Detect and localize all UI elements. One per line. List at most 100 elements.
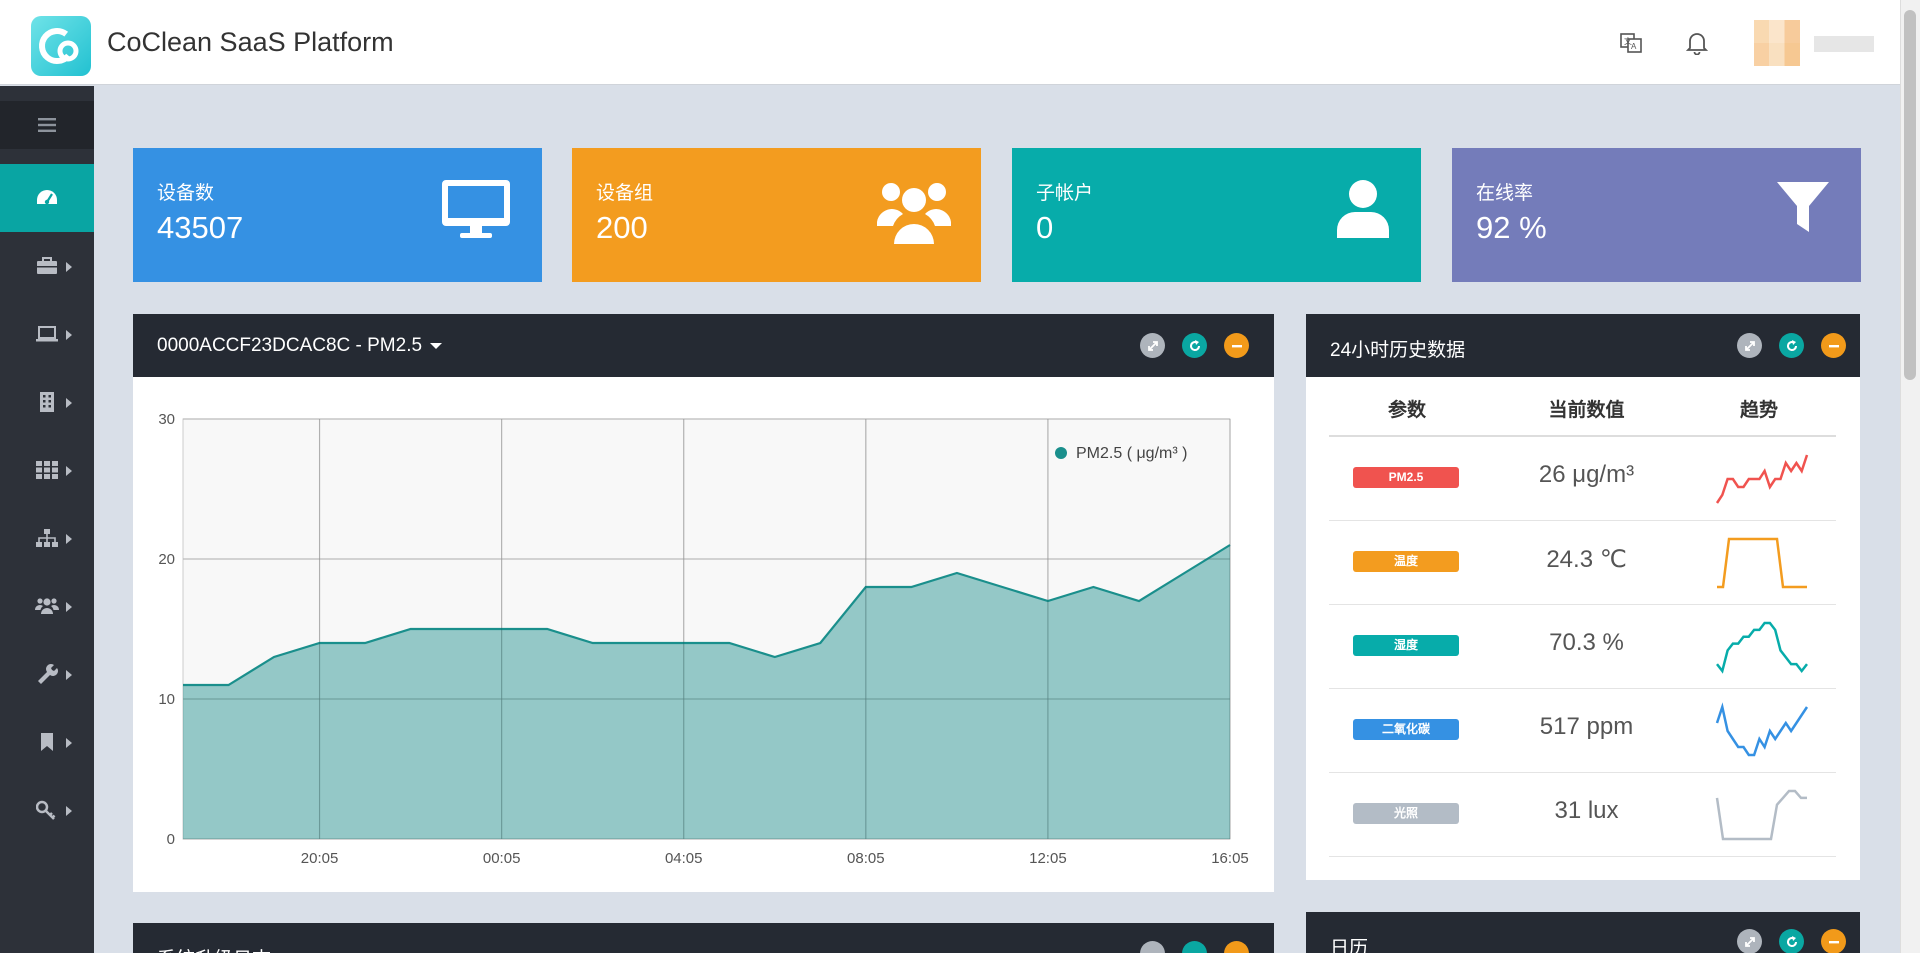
grid-icon (36, 461, 58, 479)
trend-sparkline (1715, 454, 1809, 504)
refresh-button[interactable] (1779, 333, 1804, 358)
table-row: 温度 24.3 ℃ (1329, 521, 1836, 605)
collapse-button[interactable] (1821, 929, 1846, 953)
building-icon (40, 392, 54, 412)
refresh-icon (1786, 935, 1797, 947)
username[interactable] (1814, 36, 1874, 52)
calendar-panel: 日历 (1306, 912, 1860, 953)
expand-icon (1147, 340, 1158, 351)
svg-text:A: A (1631, 42, 1637, 51)
stat-card-device-groups[interactable]: 设备组 200 (572, 148, 981, 282)
param-value: 517 ppm (1539, 713, 1634, 740)
expand-button[interactable] (1737, 929, 1762, 953)
refresh-button[interactable] (1182, 941, 1207, 953)
users-icon (876, 178, 952, 251)
sidebar-item-dashboard[interactable] (0, 164, 94, 232)
wrench-icon (38, 664, 58, 684)
upgrade-log-title: 系统升级日志 (157, 944, 271, 953)
filter-icon (1775, 178, 1831, 241)
table-row: 二氧化碳 517 ppm (1329, 689, 1836, 773)
expand-arrow-icon (66, 398, 72, 408)
sidebar-item-devices[interactable] (0, 300, 94, 368)
expand-button[interactable] (1737, 333, 1762, 358)
pm25-series-line (183, 544, 1231, 687)
svg-text:文: 文 (1624, 36, 1632, 46)
table-row: 光照 31 lux (1329, 773, 1836, 857)
param-badge: 温度 (1353, 551, 1459, 572)
param-value: 31 lux (1554, 797, 1619, 824)
stat-value: 92 % (1476, 210, 1547, 245)
stat-value: 200 (596, 210, 648, 245)
stat-card-devices[interactable]: 设备数 43507 (133, 148, 542, 282)
expand-arrow-icon (66, 262, 72, 272)
chart-panel-title: 0000ACCF23DCAC8C - PM2.5 (157, 335, 423, 356)
expand-arrow-icon (66, 330, 72, 340)
stat-card-online-rate[interactable]: 在线率 92 % (1452, 148, 1861, 282)
device-selector[interactable]: 0000ACCF23DCAC8C - PM2.5 (157, 335, 443, 357)
refresh-button[interactable] (1182, 333, 1207, 358)
stat-label: 设备数 (157, 183, 215, 204)
refresh-icon (1786, 339, 1797, 351)
chart-panel: 0000ACCF23DCAC8C - PM2.5 0 10 20 30 20:05 00:… (133, 314, 1274, 892)
scrollbar-thumb[interactable] (1904, 10, 1916, 380)
stat-label: 设备组 (596, 183, 654, 204)
table-row: PM2.5 26 μg/m³ (1329, 437, 1836, 521)
sitemap-icon (36, 529, 58, 547)
translate-icon[interactable]: 文 A (1618, 30, 1644, 56)
column-header-value: 当前数值 (1548, 400, 1625, 421)
column-header-trend: 趋势 (1739, 400, 1778, 421)
bell-icon[interactable] (1684, 30, 1710, 56)
sidebar-item-briefcase[interactable] (0, 232, 94, 300)
sidebar-item-keys[interactable] (0, 776, 94, 844)
x-tick-label: 08:05 (847, 850, 885, 867)
stat-card-sub-accounts[interactable]: 子帐户 0 (1012, 148, 1421, 282)
param-value: 26 μg/m³ (1538, 461, 1635, 488)
caret-down-icon (430, 342, 443, 349)
history-panel-header: 24小时历史数据 (1306, 314, 1860, 377)
param-badge: 光照 (1353, 803, 1459, 824)
sparkline-line (1716, 621, 1808, 674)
sidebar-item-tools[interactable] (0, 640, 94, 708)
refresh-button[interactable] (1779, 929, 1804, 953)
sidebar-item-sitemap[interactable] (0, 504, 94, 572)
expand-button[interactable] (1140, 941, 1165, 953)
collapse-button[interactable] (1821, 333, 1846, 358)
sidebar-item-users[interactable] (0, 572, 94, 640)
param-badge: 湿度 (1353, 635, 1459, 656)
top-bar: CoClean SaaS Platform 文 A (0, 0, 1900, 85)
expand-button[interactable] (1140, 333, 1165, 358)
expand-arrow-icon (66, 738, 72, 748)
pm25-chart: 0 10 20 30 20:05 00:05 04:05 08:05 12:05 16:05 PM2… (158, 411, 1248, 867)
history-panel-title: 24小时历史数据 (1330, 340, 1466, 361)
y-tick-label: 0 (167, 831, 175, 848)
collapse-button[interactable] (1224, 941, 1249, 953)
param-badge: 二氧化碳 (1353, 719, 1459, 740)
stat-label: 在线率 (1476, 183, 1534, 204)
avatar[interactable] (1754, 20, 1800, 66)
param-badge: PM2.5 (1353, 467, 1459, 488)
key-icon (36, 800, 56, 820)
column-header-param: 参数 (1387, 400, 1426, 421)
x-tick-label: 12:05 (1029, 850, 1067, 867)
trend-sparkline (1717, 537, 1807, 589)
legend-label: PM2.5 ( μg/m³ ) (1076, 445, 1187, 462)
stat-label: 子帐户 (1036, 183, 1094, 204)
sparkline-line (1715, 702, 1809, 757)
upgrade-log-panel-header: 系统升级日志 (133, 923, 1274, 953)
refresh-icon (1189, 339, 1200, 351)
expand-arrow-icon (66, 602, 72, 612)
sidebar-item-bookmark[interactable] (0, 708, 94, 776)
y-tick-label: 30 (158, 411, 175, 428)
user-icon (1335, 178, 1391, 245)
sidebar-item-grid[interactable] (0, 436, 94, 504)
calendar-title: 日历 (1330, 938, 1369, 953)
sidebar-toggle-button[interactable] (0, 101, 94, 149)
pm25-area (183, 545, 1230, 839)
legend-marker (1055, 447, 1067, 459)
app-logo[interactable] (31, 16, 91, 76)
expand-icon (1744, 936, 1755, 947)
sidebar-item-building[interactable] (0, 368, 94, 436)
x-tick-label: 00:05 (483, 850, 521, 867)
history-panel: 24小时历史数据 参数 当前数值 趋势 PM2.5 26 μg/m³ 温度 24.3 … (1306, 314, 1860, 880)
collapse-button[interactable] (1224, 333, 1249, 358)
